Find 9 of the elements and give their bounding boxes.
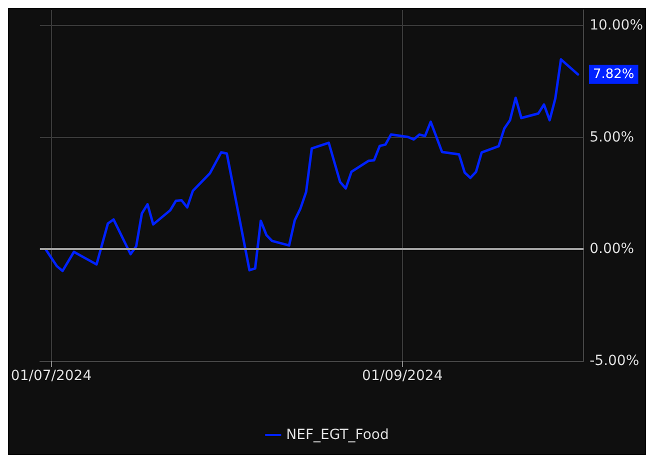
y-tick-label: 0.00% <box>590 241 634 258</box>
legend-label: NEF_EGT_Food <box>286 427 389 443</box>
line-series <box>44 58 580 272</box>
data-label: 7.82% <box>592 66 634 82</box>
x-tick-label: 01/09/2024 <box>362 368 443 384</box>
y-tick-label: 10.00% <box>590 18 644 34</box>
y-tick-label: 5.00% <box>590 129 634 146</box>
y-tick-label: -5.00% <box>590 353 640 369</box>
x-tick-label: 01/07/2024 <box>10 368 92 384</box>
